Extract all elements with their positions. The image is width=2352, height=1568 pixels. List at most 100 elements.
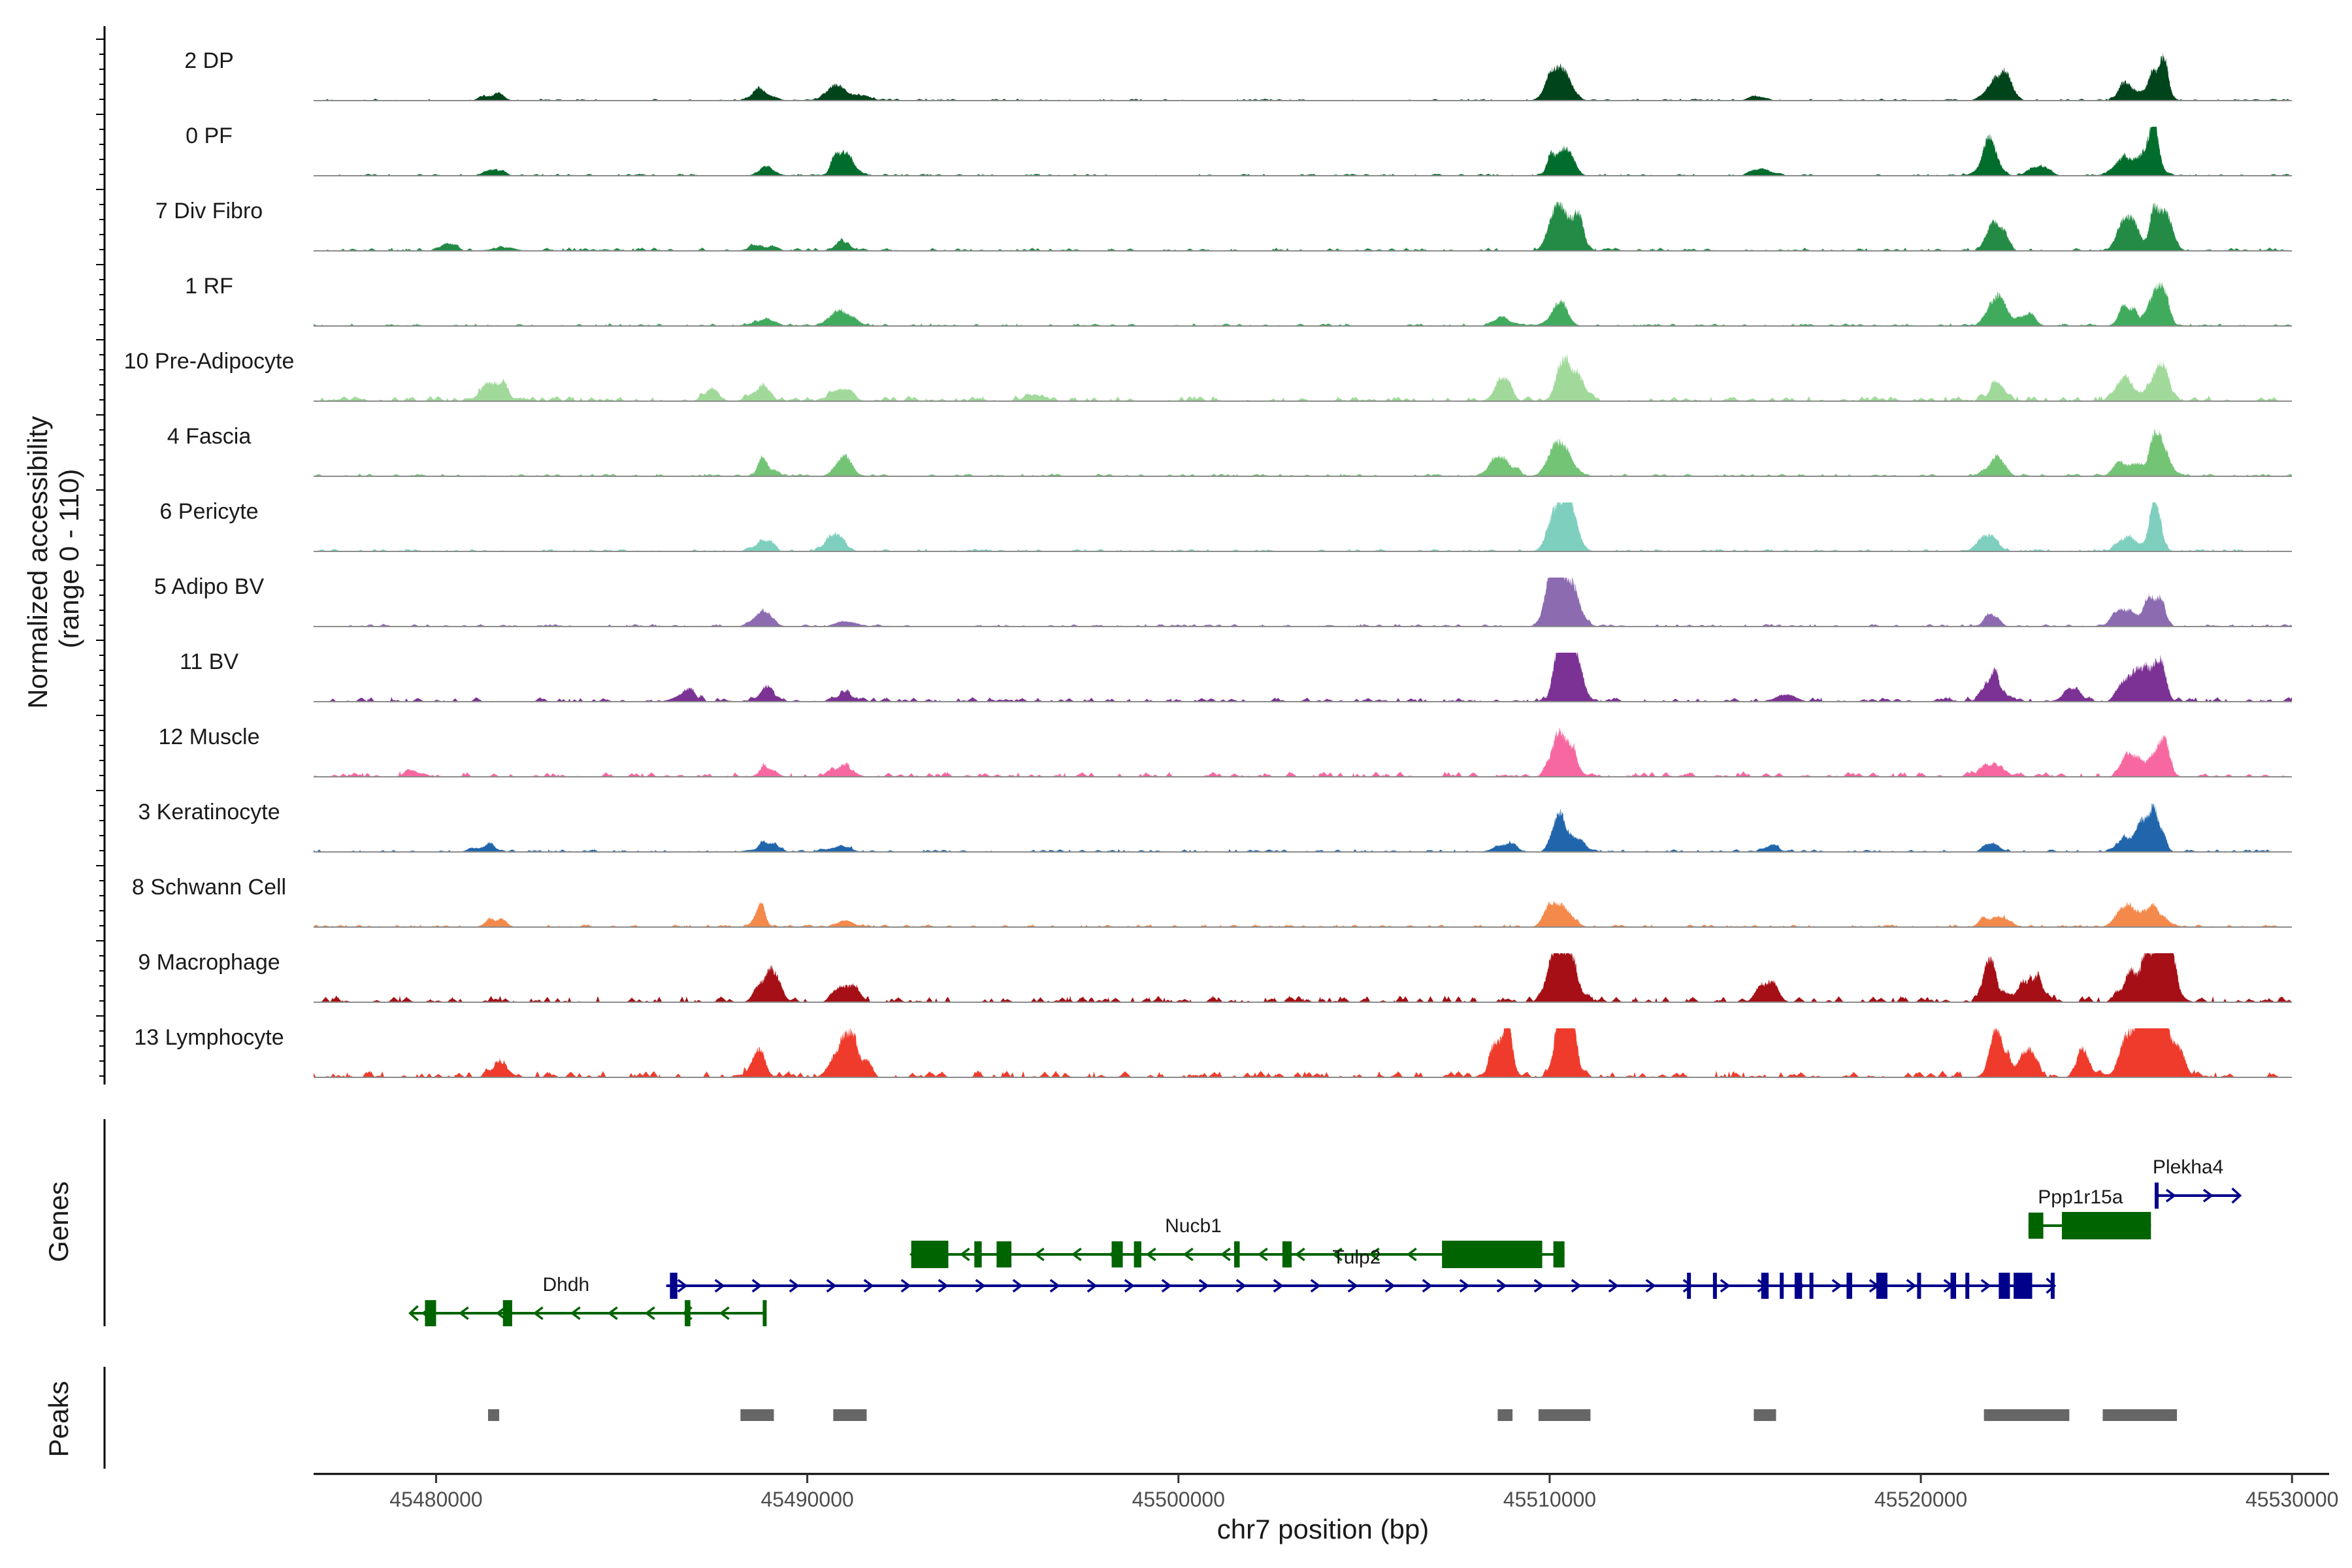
track-13-lymphocyte: 13 Lymphocyte <box>134 1025 2292 1078</box>
track-2-dp: 2 DP <box>184 48 2292 101</box>
strand-arrow <box>607 1306 618 1320</box>
strand-arrow <box>938 1279 949 1293</box>
strand-arrow <box>789 1279 800 1293</box>
strand-arrow <box>1645 1279 1656 1293</box>
gene-label: Ppp1r15a <box>2038 1186 2123 1208</box>
track-label: 11 BV <box>180 649 238 674</box>
coverage-area <box>314 1028 2292 1077</box>
peak-region <box>833 1409 867 1421</box>
exon <box>1846 1273 1852 1299</box>
strand-arrow <box>1608 1279 1619 1293</box>
exon <box>1999 1273 2010 1299</box>
strand-arrow <box>1720 1279 1731 1293</box>
y-axis-title: Normalized accessibility (range 0 - 110) <box>22 408 84 709</box>
track-9-macrophage: 9 Macrophage <box>138 950 2292 1003</box>
peak-region <box>1497 1409 1513 1421</box>
gene-label: Plekha4 <box>2153 1156 2223 1178</box>
x-axis: 45480000 45490000 45500000 45510000 45520000… <box>314 1473 2338 1511</box>
strand-arrow <box>532 1306 544 1320</box>
strand-arrow <box>1331 1247 1343 1262</box>
track-4-fascia: 4 Fascia <box>167 424 2292 477</box>
x-tick-label: 45480000 <box>389 1488 482 1511</box>
strand-arrow <box>900 1279 911 1293</box>
exon <box>1780 1273 1784 1299</box>
strand-arrow <box>1980 1279 1991 1293</box>
strand-arrow <box>719 1306 730 1320</box>
strand-arrow <box>1571 1279 1582 1293</box>
track-label: 0 PF <box>186 123 233 148</box>
exon <box>685 1300 691 1326</box>
peaks-panel-label: Peaks <box>43 1381 74 1458</box>
strand-arrow <box>863 1279 874 1293</box>
strand-arrow <box>1257 1247 1268 1262</box>
x-tick-label: 45490000 <box>760 1488 853 1511</box>
strand-arrow <box>1384 1279 1396 1293</box>
strand-arrow <box>1310 1279 1321 1293</box>
strand-arrow <box>1124 1279 1135 1293</box>
strand-arrow <box>1906 1279 1917 1293</box>
exon <box>1134 1241 1141 1267</box>
track-1-rf: 1 RF <box>185 274 2292 327</box>
strand-arrow <box>1682 1279 1693 1293</box>
exon <box>1282 1241 1292 1267</box>
exon <box>2014 1273 2033 1299</box>
peak-region <box>740 1409 774 1421</box>
track-0-pf: 0 PF <box>186 123 2292 176</box>
track-label: 8 Schwann Cell <box>132 875 286 900</box>
exon <box>2028 1213 2044 1239</box>
gene-label: Tulp2 <box>1333 1247 1381 1268</box>
track-3-keratinocyte: 3 Keratinocyte <box>138 800 2292 853</box>
track-12-muscle: 12 Muscle <box>159 725 2292 777</box>
exon <box>1950 1273 1957 1299</box>
strand-arrow <box>1198 1279 1209 1293</box>
strand-arrow <box>1161 1279 1172 1293</box>
exon <box>1965 1273 1970 1299</box>
track-label: 5 Adipo BV <box>154 574 265 599</box>
exon <box>1442 1241 1543 1268</box>
coverage-area <box>314 352 2292 401</box>
strand-arrow <box>495 1306 506 1320</box>
strand-arrow <box>1034 1247 1045 1262</box>
peak-region <box>1538 1409 1591 1421</box>
x-axis-title: chr7 position (bp) <box>1217 1514 1429 1544</box>
gene-label: Nucb1 <box>1165 1215 1222 1237</box>
track-label: 13 Lymphocyte <box>134 1025 284 1050</box>
strand-arrow <box>1347 1279 1358 1293</box>
strand-arrow <box>959 1247 970 1262</box>
strand-arrow <box>1145 1247 1156 1262</box>
strand-arrow <box>1183 1247 1194 1262</box>
strand-arrow <box>644 1306 655 1320</box>
strand-arrow <box>1496 1279 1507 1293</box>
x-tick-label: 45530000 <box>2246 1488 2338 1511</box>
track-8-schwann-cell: 8 Schwann Cell <box>132 875 2292 928</box>
track-10-pre-adipocyte: 10 Pre-Adipocyte <box>124 349 2292 402</box>
exon <box>1553 1241 1565 1267</box>
strand-arrow <box>1831 1279 1842 1293</box>
strand-arrow <box>2202 1188 2213 1203</box>
track-7-div-fibro: 7 Div Fibro <box>155 199 2292 252</box>
exon <box>1761 1273 1769 1299</box>
peak-region <box>1754 1409 1776 1421</box>
strand-arrow <box>1012 1279 1023 1293</box>
exon <box>974 1241 982 1267</box>
strand-arrow <box>458 1306 469 1320</box>
strand-arrow <box>677 1279 688 1293</box>
strand-arrow <box>570 1306 581 1320</box>
gene-tulp2: Tulp2 <box>666 1247 2057 1299</box>
y-axis <box>96 26 106 1085</box>
exon <box>2061 1212 2151 1239</box>
track-label: 4 Fascia <box>167 424 252 449</box>
strand-arrow <box>1273 1279 1284 1293</box>
exon <box>1111 1241 1123 1267</box>
x-tick-label: 45520000 <box>1874 1488 1967 1511</box>
exon <box>1794 1273 1803 1299</box>
exon <box>1687 1273 1691 1299</box>
track-label: 6 Pericyte <box>159 499 258 524</box>
genes-panel: Genes Plekha4 Ppp1r15a Nucb1 Tulp2 Dhdh <box>43 1119 2242 1326</box>
exon <box>1876 1273 1887 1299</box>
track-11-bv: 11 BV <box>180 649 2292 702</box>
peak-region <box>2102 1409 2178 1421</box>
exon <box>502 1300 512 1326</box>
gene-ppp1r15a: Ppp1r15a <box>2028 1186 2151 1239</box>
